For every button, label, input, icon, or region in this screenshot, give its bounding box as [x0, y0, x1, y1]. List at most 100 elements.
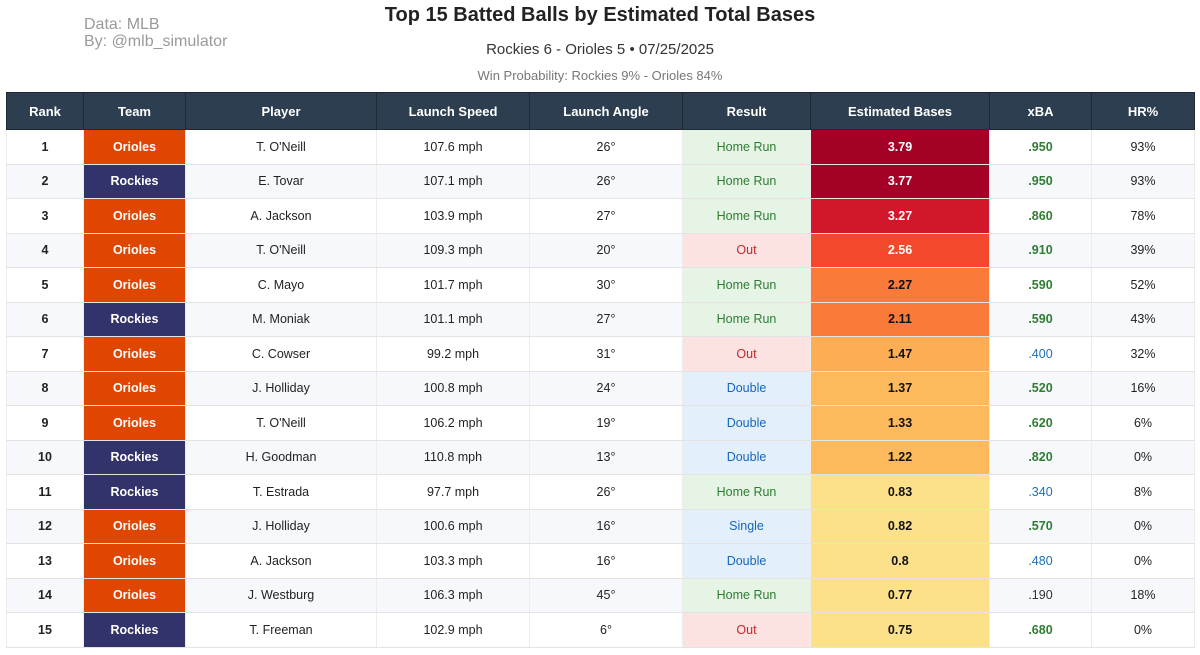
- table-row: 8 Orioles J. Holliday 100.8 mph 24° Double 1.3…: [6, 371, 1195, 406]
- xba-cell: .480: [989, 543, 1092, 579]
- rank-cell: 15: [6, 612, 84, 648]
- launch-speed-cell: 97.7 mph: [376, 474, 530, 510]
- player-cell: A. Jackson: [185, 198, 377, 234]
- launch-speed-cell: 106.3 mph: [376, 578, 530, 613]
- launch-speed-cell: 101.1 mph: [376, 302, 530, 337]
- rank-cell: 5: [6, 267, 84, 303]
- header-estimated-bases[interactable]: Estimated Bases: [810, 92, 990, 130]
- hr-pct-cell: 39%: [1091, 233, 1195, 268]
- hr-pct-cell: 93%: [1091, 129, 1195, 165]
- hr-pct-cell: 93%: [1091, 164, 1195, 199]
- win-probability: Win Probability: Rockies 9% - Orioles 84…: [477, 68, 723, 83]
- rank-cell: 6: [6, 302, 84, 337]
- estimated-bases-cell: 2.56: [810, 233, 990, 268]
- team-cell: Orioles: [83, 267, 186, 303]
- player-cell: M. Moniak: [185, 302, 377, 337]
- result-cell: Home Run: [682, 164, 811, 199]
- xba-cell: .400: [989, 336, 1092, 372]
- hr-pct-cell: 0%: [1091, 543, 1195, 579]
- launch-speed-cell: 107.6 mph: [376, 129, 530, 165]
- table-row: 3 Orioles A. Jackson 103.9 mph 27° Home Run 3.…: [6, 198, 1195, 234]
- player-cell: E. Tovar: [185, 164, 377, 199]
- header-launch-angle[interactable]: Launch Angle: [529, 92, 683, 130]
- header-xba[interactable]: xBA: [989, 92, 1092, 130]
- estimated-bases-cell: 0.75: [810, 612, 990, 648]
- team-cell: Orioles: [83, 336, 186, 372]
- hr-pct-cell: 8%: [1091, 474, 1195, 510]
- launch-speed-cell: 100.8 mph: [376, 371, 530, 406]
- table-body: 1 Orioles T. O'Neill 107.6 mph 26° Home Run 3.…: [6, 129, 1195, 648]
- header-result[interactable]: Result: [682, 92, 811, 130]
- estimated-bases-cell: 2.11: [810, 302, 990, 337]
- launch-angle-cell: 26°: [529, 129, 683, 165]
- header-team[interactable]: Team: [83, 92, 186, 130]
- header-rank[interactable]: Rank: [6, 92, 84, 130]
- table-row: 1 Orioles T. O'Neill 107.6 mph 26° Home Run 3.…: [6, 129, 1195, 165]
- hr-pct-cell: 18%: [1091, 578, 1195, 613]
- team-cell: Orioles: [83, 198, 186, 234]
- team-cell: Rockies: [83, 440, 186, 475]
- estimated-bases-cell: 0.8: [810, 543, 990, 579]
- team-cell: Rockies: [83, 164, 186, 199]
- estimated-bases-cell: 3.27: [810, 198, 990, 234]
- header-player[interactable]: Player: [185, 92, 377, 130]
- table-row: 9 Orioles T. O'Neill 106.2 mph 19° Double 1.33…: [6, 405, 1195, 441]
- rank-cell: 8: [6, 371, 84, 406]
- rank-cell: 13: [6, 543, 84, 579]
- result-cell: Out: [682, 336, 811, 372]
- xba-cell: .860: [989, 198, 1092, 234]
- xba-cell: .680: [989, 612, 1092, 648]
- launch-angle-cell: 31°: [529, 336, 683, 372]
- rank-cell: 1: [6, 129, 84, 165]
- rank-cell: 11: [6, 474, 84, 510]
- table-row: 6 Rockies M. Moniak 101.1 mph 27° Home Run 2.1…: [6, 302, 1195, 337]
- launch-angle-cell: 26°: [529, 474, 683, 510]
- header-hr-pct[interactable]: HR%: [1091, 92, 1195, 130]
- player-cell: T. Estrada: [185, 474, 377, 510]
- xba-cell: .950: [989, 129, 1092, 165]
- table-row: 14 Orioles J. Westburg 106.3 mph 45° Home Run…: [6, 578, 1195, 613]
- table-row: 2 Rockies E. Tovar 107.1 mph 26° Home Run 3.77…: [6, 164, 1195, 199]
- result-cell: Double: [682, 440, 811, 475]
- estimated-bases-cell: 0.83: [810, 474, 990, 510]
- hr-pct-cell: 0%: [1091, 509, 1195, 544]
- launch-speed-cell: 102.9 mph: [376, 612, 530, 648]
- chart-title: Top 15 Batted Balls by Estimated Total B…: [384, 4, 816, 26]
- launch-angle-cell: 26°: [529, 164, 683, 199]
- xba-cell: .570: [989, 509, 1092, 544]
- launch-angle-cell: 27°: [529, 302, 683, 337]
- estimated-bases-cell: 3.79: [810, 129, 990, 165]
- rank-cell: 7: [6, 336, 84, 372]
- xba-cell: .340: [989, 474, 1092, 510]
- credit-author: By: @mlb_simulator: [84, 33, 228, 50]
- table-row: 15 Rockies T. Freeman 102.9 mph 6° Out 0.75.68…: [6, 612, 1195, 648]
- launch-speed-cell: 103.9 mph: [376, 198, 530, 234]
- credit-source: Data: MLB: [84, 16, 160, 33]
- xba-cell: .520: [989, 371, 1092, 406]
- hr-pct-cell: 32%: [1091, 336, 1195, 372]
- player-cell: A. Jackson: [185, 543, 377, 579]
- table-row: 12 Orioles J. Holliday 100.6 mph 16° Single 0.…: [6, 509, 1195, 544]
- xba-cell: .190: [989, 578, 1092, 613]
- header-launch-speed[interactable]: Launch Speed: [376, 92, 530, 130]
- result-cell: Home Run: [682, 578, 811, 613]
- hr-pct-cell: 43%: [1091, 302, 1195, 337]
- launch-angle-cell: 27°: [529, 198, 683, 234]
- result-cell: Double: [682, 371, 811, 406]
- table-row: 13 Orioles A. Jackson 103.3 mph 16° Double 0.8…: [6, 543, 1195, 579]
- estimated-bases-cell: 1.22: [810, 440, 990, 475]
- xba-cell: .950: [989, 164, 1092, 199]
- result-cell: Home Run: [682, 129, 811, 165]
- xba-cell: .590: [989, 302, 1092, 337]
- estimated-bases-cell: 0.77: [810, 578, 990, 613]
- xba-cell: .590: [989, 267, 1092, 303]
- team-cell: Rockies: [83, 474, 186, 510]
- launch-speed-cell: 106.2 mph: [376, 405, 530, 441]
- launch-speed-cell: 109.3 mph: [376, 233, 530, 268]
- hr-pct-cell: 52%: [1091, 267, 1195, 303]
- table-header-row: Rank Team Player Launch Speed Launch Ang…: [6, 92, 1195, 130]
- launch-angle-cell: 16°: [529, 509, 683, 544]
- rank-cell: 12: [6, 509, 84, 544]
- team-cell: Orioles: [83, 578, 186, 613]
- launch-speed-cell: 110.8 mph: [376, 440, 530, 475]
